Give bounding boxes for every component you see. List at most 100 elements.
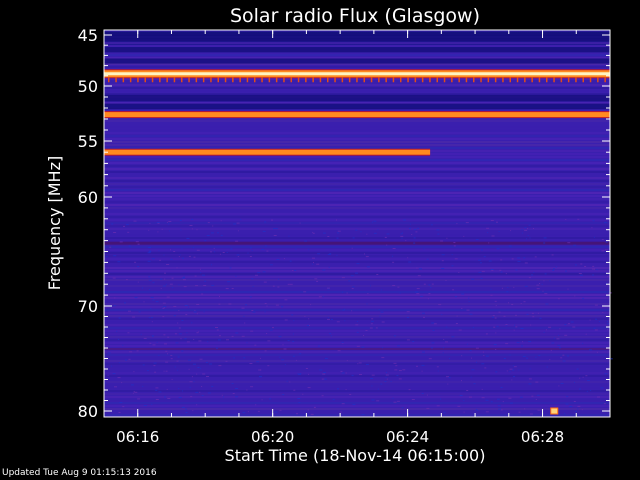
- dark-band: [104, 58, 610, 64]
- noise-speck: [307, 409, 309, 411]
- noise-speck: [582, 297, 585, 299]
- spectrogram-texture-row: [104, 138, 610, 140]
- noise-speck: [255, 274, 258, 276]
- spectrogram-texture-row: [104, 195, 610, 197]
- emission-tick: [392, 77, 395, 83]
- noise-speck: [189, 387, 191, 388]
- noise-speck: [546, 366, 548, 368]
- emission-tick: [159, 77, 161, 83]
- noise-speck: [430, 224, 433, 226]
- noise-speck: [235, 332, 239, 334]
- noise-speck: [545, 303, 549, 305]
- spectrogram-texture-row: [104, 372, 610, 374]
- noise-speck: [513, 286, 515, 288]
- noise-speck: [275, 304, 279, 306]
- emission-tick: [494, 77, 497, 83]
- noise-speck: [262, 271, 266, 273]
- noise-speck: [490, 294, 493, 296]
- noise-speck: [184, 338, 187, 340]
- noise-speck: [236, 254, 240, 256]
- noise-speck: [511, 379, 513, 381]
- noise-speck: [488, 260, 492, 262]
- noise-speck: [228, 303, 232, 305]
- noise-speck: [513, 366, 517, 368]
- spectrogram-texture-row: [104, 147, 610, 149]
- emission-tick: [151, 77, 154, 83]
- noise-speck: [352, 286, 355, 288]
- spectrogram-texture-row: [104, 210, 610, 212]
- noise-speck: [309, 324, 310, 326]
- noise-speck: [350, 275, 354, 277]
- noise-speck: [221, 394, 223, 396]
- noise-speck: [366, 303, 368, 305]
- noise-speck: [148, 276, 151, 278]
- noise-speck: [172, 287, 174, 289]
- noise-speck: [262, 230, 266, 232]
- noise-speck: [117, 377, 121, 379]
- spectrogram-texture-row: [104, 330, 610, 332]
- spectrogram-texture-row: [104, 300, 610, 302]
- noise-speck: [506, 291, 509, 293]
- spectrogram-texture-row: [104, 309, 610, 311]
- noise-speck: [129, 351, 133, 353]
- noise-speck: [216, 329, 219, 331]
- noise-speck: [161, 307, 163, 308]
- spectrogram-texture-row: [104, 165, 610, 167]
- noise-speck: [151, 404, 153, 405]
- burst-marker: [550, 407, 559, 415]
- noise-speck: [551, 254, 554, 256]
- noise-speck: [549, 359, 551, 361]
- noise-speck: [402, 232, 403, 234]
- noise-speck: [359, 374, 362, 375]
- spectrogram-texture-row: [104, 132, 610, 134]
- noise-speck: [182, 390, 183, 392]
- noise-speck: [382, 347, 384, 349]
- noise-speck: [466, 343, 468, 345]
- noise-speck: [298, 373, 301, 375]
- noise-speck: [153, 365, 156, 367]
- noise-speck: [409, 228, 411, 229]
- noise-speck: [164, 343, 167, 345]
- noise-speck: [155, 399, 159, 400]
- emission-band: [104, 112, 610, 118]
- noise-speck: [580, 263, 583, 265]
- noise-speck: [284, 364, 286, 366]
- noise-speck: [423, 283, 426, 285]
- noise-speck: [466, 390, 469, 391]
- spectrogram-texture-row: [104, 42, 610, 44]
- noise-speck: [524, 262, 528, 264]
- noise-speck: [165, 283, 167, 285]
- noise-speck: [173, 251, 176, 252]
- noise-speck: [158, 355, 160, 357]
- spectrogram-texture-row: [104, 141, 610, 143]
- noise-speck: [528, 341, 532, 343]
- spectrogram-texture-row: [104, 144, 610, 146]
- emission-tick: [524, 77, 526, 83]
- noise-speck: [331, 318, 333, 320]
- spectrogram-texture-row: [104, 63, 610, 65]
- spectrogram-texture-row: [104, 327, 610, 329]
- spectrogram-texture-row: [104, 213, 610, 215]
- noise-speck: [292, 340, 295, 342]
- noise-speck: [574, 295, 576, 297]
- noise-speck: [254, 344, 257, 346]
- noise-speck: [526, 238, 528, 240]
- spectrogram-texture-row: [104, 177, 610, 179]
- dark-band: [104, 33, 610, 42]
- noise-speck: [259, 357, 261, 359]
- noise-speck: [440, 240, 444, 242]
- noise-speck: [413, 228, 417, 230]
- noise-speck: [536, 394, 540, 396]
- noise-speck: [180, 229, 182, 231]
- spectrogram-texture-row: [104, 231, 610, 233]
- spectrogram-texture-row: [104, 399, 610, 401]
- noise-speck: [367, 293, 369, 295]
- noise-speck: [604, 249, 608, 251]
- spectrogram-texture-row: [104, 162, 610, 164]
- noise-speck: [491, 269, 494, 271]
- noise-speck: [471, 369, 475, 371]
- spectrogram-texture-row: [104, 192, 610, 194]
- spectrogram-texture-row: [104, 366, 610, 368]
- noise-speck: [576, 368, 579, 370]
- noise-speck: [313, 262, 314, 263]
